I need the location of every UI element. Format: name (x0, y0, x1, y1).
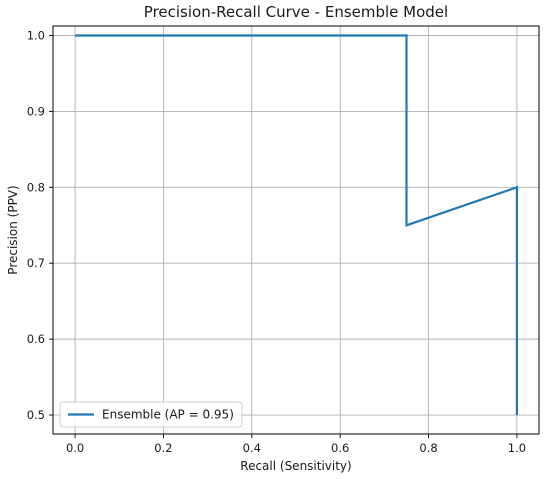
x-tick-label: 0.8 (419, 441, 437, 455)
x-tick-label: 0.4 (243, 441, 261, 455)
series-line-ensemble (75, 34, 519, 415)
x-tick-label: 0.2 (154, 441, 172, 455)
x-tick-label: 1.0 (508, 441, 526, 455)
x-tick-label: 0.0 (66, 441, 84, 455)
y-tick-label: 0.9 (27, 104, 45, 118)
y-tick-label: 0.7 (27, 256, 45, 270)
grid (53, 26, 539, 434)
y-tick-label: 0.5 (27, 408, 45, 422)
y-tick-label: 0.8 (27, 180, 45, 194)
x-axis-label: Recall (Sensitivity) (240, 459, 351, 473)
y-tick-label: 1.0 (27, 28, 45, 42)
legend: Ensemble (AP = 0.95) (59, 401, 243, 428)
chart-title: Precision-Recall Curve - Ensemble Model (144, 3, 448, 21)
x-tick-label: 0.6 (331, 441, 349, 455)
axis-ticks: 0.0 0.2 0.4 0.6 0.8 1.0 0.5 0.6 0.7 0.8 0.9 1.0 (27, 28, 526, 455)
y-axis-label: Precision (PPV) (6, 185, 20, 274)
legend-box (59, 401, 243, 428)
plot-series (75, 34, 519, 415)
plot-frame (52, 25, 540, 435)
legend-label: Ensemble (AP = 0.95) (102, 408, 234, 422)
y-tick-label: 0.6 (27, 332, 45, 346)
